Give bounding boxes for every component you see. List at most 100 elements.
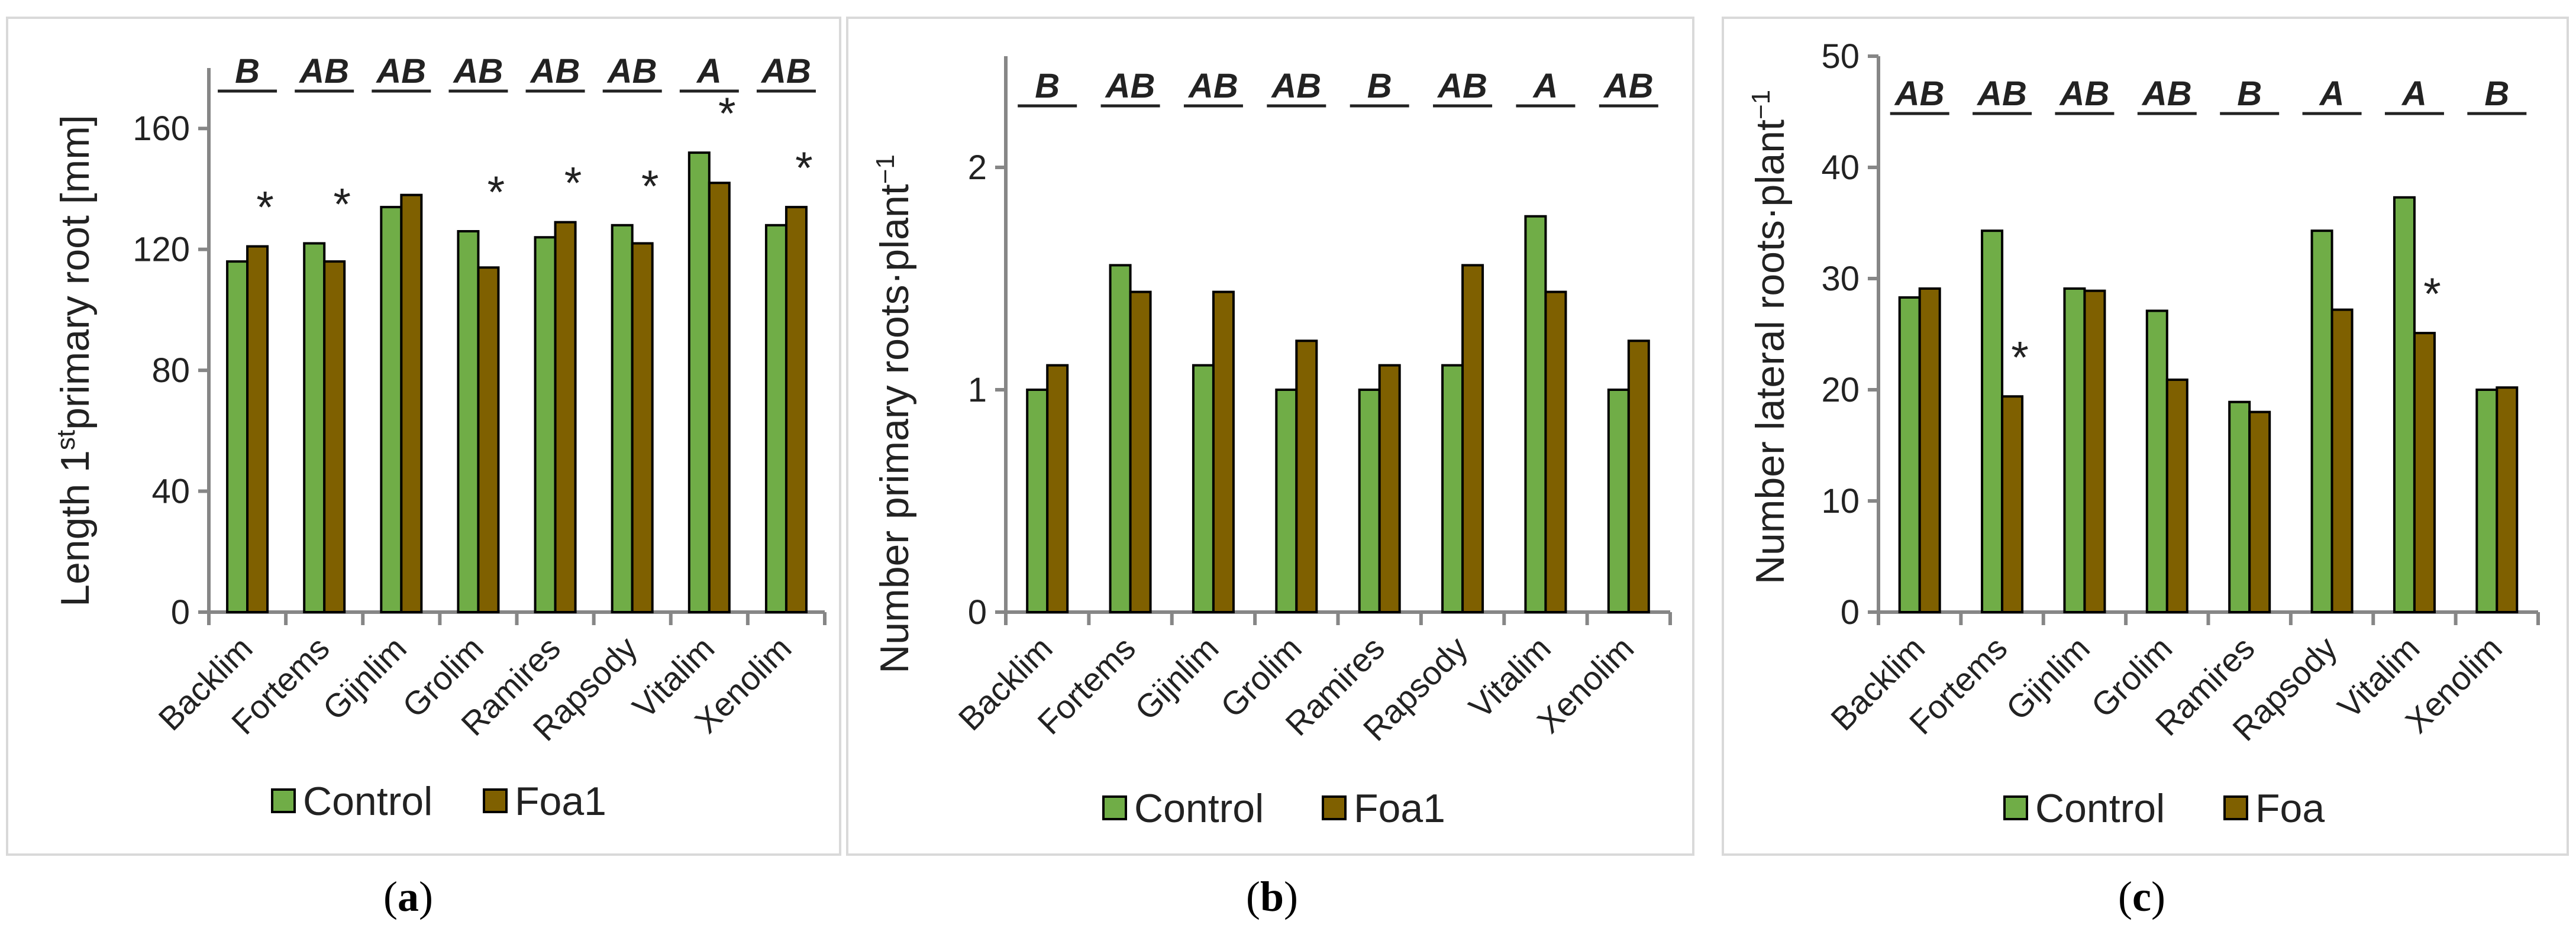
panel-a-legend-label-foa1: Foa1 (515, 779, 606, 824)
panel-a: 04080120160BacklimBFortemsABGijnlimABGro… (6, 17, 841, 920)
panel-b-significance-letter-ramires: B (1367, 67, 1392, 105)
panel-c-bar-backlim-control (1898, 296, 1921, 613)
panel-a-bar-fortems-control (303, 242, 326, 613)
panel-b-legend-label-control: Control (1134, 786, 1264, 831)
panel-b-y-tick-label: 2 (968, 148, 987, 187)
panel-c-bar-ramires-foa (2248, 410, 2271, 613)
panel-c-legend: Control Foa (2003, 786, 2325, 831)
panel-c-legend-swatch-foa (2223, 795, 2248, 820)
panel-a-significance-star-rapsody: * (641, 161, 659, 212)
panel-c-bar-gijnlim-control (2063, 287, 2086, 614)
panel-c-significance-letter-gijnlim: AB (2059, 75, 2110, 113)
panel-a-significance-letter-vitalim: A (696, 52, 722, 90)
panel-a-y-tick-label: 80 (151, 351, 190, 390)
panel-b-significance-letter-backlim: B (1035, 67, 1060, 105)
panel-c-y-tick-label: 50 (1821, 37, 1860, 76)
panel-b-bar-ramires-control (1358, 389, 1381, 613)
panel-c-bar-xenolim-foa (2496, 386, 2519, 613)
panel-b-significance-letter-gijnlim: AB (1187, 67, 1238, 105)
panel-a-y-axis-label: Length 1stprimary root [mm] (51, 115, 98, 607)
panel-a-significance-letter-gijnlim: AB (375, 52, 426, 90)
panel-a-caption: (a) (383, 873, 433, 920)
panel-c-significance-letter-fortems: AB (1976, 75, 2027, 113)
panel-a-bar-vitalim-foa1 (708, 182, 731, 613)
panel-a-significance-letter-rapsody: AB (606, 52, 657, 90)
panel-a-bar-ramires-foa1 (554, 221, 577, 613)
panel-c-legend-label-control: Control (2035, 786, 2165, 831)
panel-a-legend-swatch-foa1 (483, 788, 508, 813)
panel-c-bar-vitalim-foa (2413, 332, 2436, 613)
panel-c-significance-letter-vitalim: A (2401, 75, 2427, 113)
panel-a-bar-rapsody-control (611, 224, 634, 613)
panel-a-bar-gijnlim-foa1 (400, 193, 423, 613)
panel-b-bar-xenolim-control (1607, 389, 1630, 613)
panel-a-significance-star-backlim: * (256, 183, 274, 233)
panel-b-significance-letter-xenolim: AB (1603, 67, 1654, 105)
panel-b-legend-label-foa1: Foa1 (1354, 786, 1445, 831)
panel-c-y-axis-label: Number lateral roots·plant−1 (1747, 90, 1793, 584)
panel-b-bar-backlim-foa1 (1046, 364, 1069, 613)
panel-a-bar-backlim-foa1 (246, 245, 269, 613)
panel-b-legend-swatch-foa1 (1322, 795, 1347, 820)
panel-c-bar-vitalim-control (2393, 196, 2416, 613)
panel-a-significance-star-ramires: * (564, 159, 582, 209)
panel-a-significance-letter-backlim: B (235, 52, 260, 90)
panel-b-bar-gijnlim-control (1192, 364, 1215, 613)
panel-b-y-axis-label: Number primary roots·plant−1 (871, 154, 917, 674)
panel-a-bar-xenolim-foa1 (785, 206, 808, 614)
panel-c: 01020304050BacklimABFortemsABGijnlimABGr… (1722, 17, 2569, 920)
panel-b-y-tick-label: 1 (968, 371, 987, 409)
panel-c-significance-letter-xenolim: B (2484, 75, 2509, 113)
panel-b-caption: (b) (1246, 873, 1298, 920)
panel-b-bar-fortems-control (1109, 264, 1132, 613)
panel-b-bar-grolim-foa1 (1295, 339, 1318, 614)
panel-a-bar-grolim-foa1 (477, 266, 500, 614)
panel-c-bar-xenolim-control (2475, 389, 2498, 613)
panel-b-bar-xenolim-foa1 (1627, 339, 1650, 614)
panel-a-significance-letter-ramires: AB (530, 52, 580, 90)
panel-b-y-tick-label: 0 (968, 593, 987, 632)
panel-a-legend-label-control: Control (303, 779, 432, 824)
panel-a-bar-vitalim-control (687, 151, 711, 614)
panel-c-y-tick-label: 40 (1821, 148, 1860, 187)
panel-a-bar-ramires-control (534, 236, 557, 613)
panel-c-significance-letter-backlim: AB (1894, 75, 1945, 113)
panel-c-legend-swatch-control (2003, 795, 2028, 820)
panel-c-significance-star-vitalim: * (2423, 269, 2441, 319)
panel-b-legend: Control Foa1 (1102, 786, 1445, 831)
panel-b-bar-rapsody-foa1 (1461, 264, 1484, 613)
panel-b-bar-vitalim-control (1524, 215, 1547, 614)
panel-c-bar-rapsody-control (2310, 229, 2333, 614)
panel-c-bar-fortems-control (1981, 229, 2004, 614)
panel-a-significance-star-fortems: * (333, 179, 351, 229)
panel-a-bar-rapsody-foa1 (631, 242, 654, 613)
panel-b-bar-backlim-control (1026, 389, 1049, 613)
panel-a-legend: Control Foa1 (271, 779, 606, 824)
panel-b-significance-letter-fortems: AB (1105, 67, 1155, 105)
panel-c-significance-letter-rapsody: A (2319, 75, 2345, 113)
panel-c-bar-gijnlim-foa (2083, 289, 2106, 613)
panel-c-y-tick-label: 20 (1821, 371, 1860, 409)
panel-b-bar-rapsody-control (1441, 364, 1464, 613)
panel-b: 012BacklimBFortemsABGijnlimABGrolimABRam… (846, 17, 1694, 920)
panel-c-bar-ramires-control (2228, 400, 2251, 613)
panel-c-significance-letter-ramires: B (2237, 75, 2262, 113)
panel-a-significance-letter-fortems: AB (298, 52, 349, 90)
panel-a-legend-swatch-control (271, 788, 296, 813)
panel-a-y-tick-label: 120 (133, 231, 190, 269)
panel-a-y-tick-label: 0 (171, 593, 190, 632)
panel-b-bar-gijnlim-foa1 (1212, 290, 1235, 613)
panel-c-bar-backlim-foa (1918, 287, 1941, 614)
panel-b-bar-grolim-control (1275, 389, 1298, 613)
panel-b-legend-swatch-control (1102, 795, 1127, 820)
panel-a-significance-letter-grolim: AB (453, 52, 503, 90)
panel-a-bar-xenolim-control (764, 224, 787, 613)
panel-b-significance-letter-rapsody: AB (1437, 67, 1487, 105)
panel-a-bar-fortems-foa1 (323, 260, 346, 614)
panel-a-bar-gijnlim-control (380, 206, 403, 614)
panel-a-bar-backlim-control (226, 260, 249, 614)
panel-a-y-tick-label: 160 (133, 109, 190, 148)
panel-c-significance-letter-grolim: AB (2141, 75, 2192, 113)
panel-c-caption: (c) (2118, 873, 2165, 920)
